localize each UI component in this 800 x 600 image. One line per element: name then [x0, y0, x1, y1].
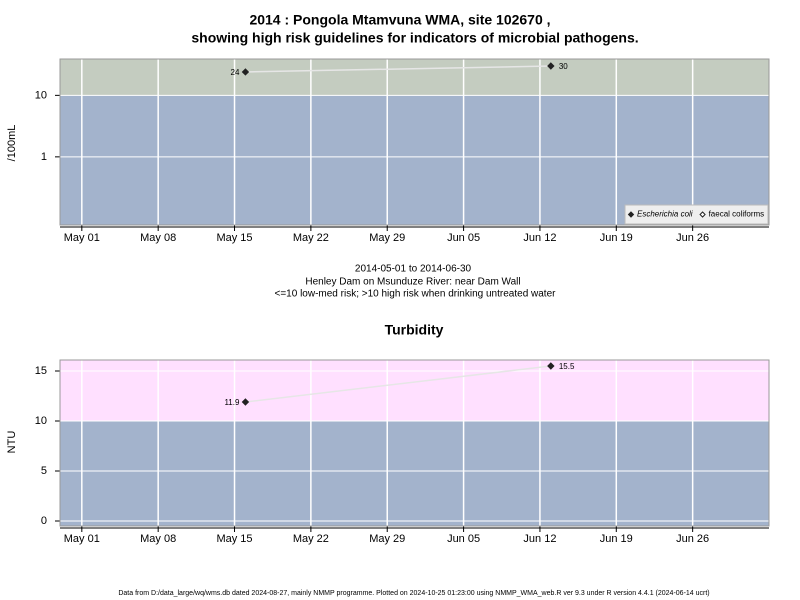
y-tick-label: 10	[35, 415, 47, 427]
footer: Data from D:/data_large/wq/wms.db dated …	[118, 590, 709, 597]
y-tick-label: 0	[41, 515, 47, 527]
note: 2014-05-01 to 2014-06-30	[355, 264, 472, 275]
data-point	[241, 68, 250, 76]
data-point	[547, 62, 555, 70]
note: <=10 low-med risk; >10 high risk when dr…	[275, 289, 557, 300]
x-tick-label: May 22	[293, 232, 329, 244]
x-tick-label: Jun 19	[600, 533, 633, 545]
legend-label: faecal coliforms	[709, 210, 765, 219]
y-axis-label: /100mL	[6, 125, 18, 162]
series-line	[245, 65, 551, 73]
x-tick-label: Jun 19	[600, 232, 633, 244]
x-tick-label: Jun 26	[676, 232, 709, 244]
data-label: 15.5	[559, 362, 575, 371]
series-line	[245, 365, 551, 403]
low-risk-band	[60, 421, 769, 526]
x-tick-label: May 01	[64, 232, 100, 244]
y-tick-label: 15	[35, 365, 47, 377]
data-label: 11.9	[224, 398, 240, 407]
data-point	[241, 398, 250, 406]
x-tick-label: May 15	[216, 232, 252, 244]
y-tick-label: 10	[35, 89, 47, 101]
high-risk-band	[60, 360, 769, 421]
x-tick-label: May 29	[369, 232, 405, 244]
legend: Escherichia coli faecal coliforms	[624, 204, 769, 225]
legend-marker	[699, 211, 706, 218]
y-tick-label: 1	[41, 151, 47, 163]
chart-subtitle: showing high risk guidelines for indicat…	[191, 30, 638, 46]
x-tick-label: May 15	[216, 533, 252, 545]
data-point	[547, 362, 555, 370]
x-tick-label: May 01	[64, 533, 100, 545]
chart-title: 2014 : Pongola Mtamvuna WMA, site 102670…	[249, 12, 550, 28]
plot-frame	[59, 58, 770, 226]
y-axis-label: NTU	[6, 431, 18, 454]
x-tick-label: Jun 12	[523, 533, 556, 545]
chart-title: Turbidity	[385, 322, 444, 338]
note: Henley Dam on Msunduze River: near Dam W…	[305, 277, 520, 288]
x-tick-label: May 29	[369, 533, 405, 545]
x-tick-label: Jun 26	[676, 533, 709, 545]
legend-box	[624, 204, 769, 225]
x-tick-label: May 08	[140, 232, 176, 244]
data-label: 30	[559, 62, 568, 71]
x-tick-label: Jun 12	[523, 232, 556, 244]
legend-label: Escherichia coli	[637, 210, 693, 219]
y-tick-label: 5	[41, 465, 47, 477]
x-tick-label: Jun 05	[447, 533, 480, 545]
plot-frame	[59, 359, 770, 527]
high-risk-band	[60, 59, 769, 96]
data-label: 24	[231, 68, 240, 77]
low-risk-band	[60, 95, 769, 225]
x-tick-label: May 08	[140, 533, 176, 545]
legend-marker	[627, 211, 635, 218]
x-tick-label: Jun 05	[447, 232, 480, 244]
x-tick-label: May 22	[293, 533, 329, 545]
